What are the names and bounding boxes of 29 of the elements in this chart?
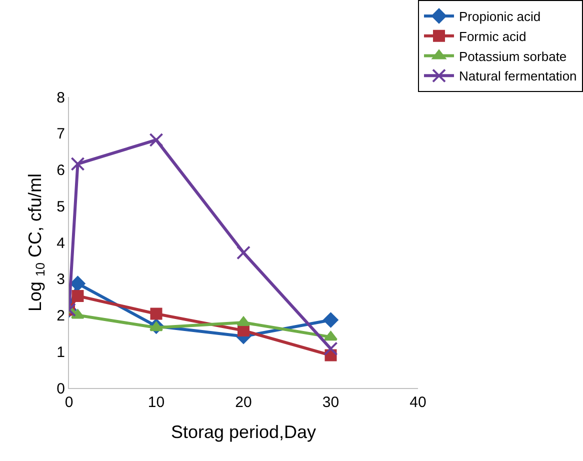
point bbox=[70, 156, 85, 171]
point bbox=[324, 342, 338, 356]
point bbox=[70, 309, 84, 319]
x-tick-label: 20 bbox=[235, 394, 252, 411]
y-tick-label: 8 bbox=[56, 89, 65, 106]
point bbox=[150, 308, 162, 320]
y-tick-label: 0 bbox=[56, 380, 65, 398]
point bbox=[149, 132, 164, 147]
y-tick-label: 3 bbox=[56, 271, 65, 288]
legend-label: Propionic acid bbox=[459, 9, 541, 24]
y-tick-label: 1 bbox=[56, 344, 65, 361]
point bbox=[70, 276, 86, 292]
legend-label: Natural fermentation bbox=[459, 68, 577, 84]
x-tick-label: 10 bbox=[148, 394, 165, 411]
y-tick-label: 5 bbox=[56, 198, 65, 216]
legend-label: Formic acid bbox=[459, 28, 526, 44]
x-axis-title: Storag period,Day bbox=[170, 422, 316, 442]
x-tick-label: 40 bbox=[410, 394, 426, 411]
x-tick-label: 30 bbox=[322, 394, 340, 411]
y-tick-label: 7 bbox=[56, 126, 65, 143]
y-tick-label: 4 bbox=[56, 234, 65, 252]
y-tick-label: 6 bbox=[56, 162, 65, 179]
legend-label: Potassium sorbate bbox=[459, 48, 567, 64]
y-tick-label: 2 bbox=[56, 308, 65, 324]
point bbox=[236, 316, 250, 326]
point bbox=[238, 324, 250, 337]
point bbox=[323, 312, 338, 328]
point bbox=[236, 246, 250, 260]
point bbox=[72, 290, 84, 302]
